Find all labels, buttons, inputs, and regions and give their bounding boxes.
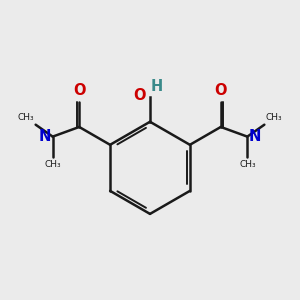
Text: O: O (73, 83, 85, 98)
Text: H: H (151, 79, 163, 94)
Text: CH₃: CH₃ (239, 160, 256, 169)
Text: N: N (249, 129, 261, 144)
Text: CH₃: CH₃ (44, 160, 61, 169)
Text: CH₃: CH₃ (17, 113, 34, 122)
Text: O: O (214, 83, 227, 98)
Text: N: N (39, 129, 51, 144)
Text: CH₃: CH₃ (266, 113, 283, 122)
Text: O: O (133, 88, 146, 103)
